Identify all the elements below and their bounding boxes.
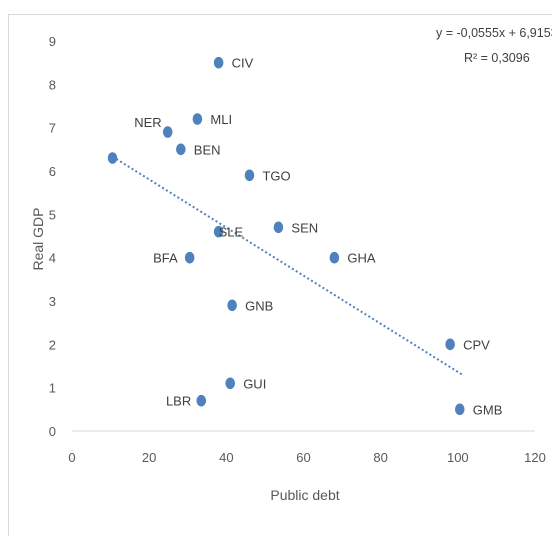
y-tick-label: 2 <box>49 337 56 352</box>
trendline <box>111 155 463 376</box>
y-tick-label: 6 <box>49 164 56 179</box>
x-tick-label: 40 <box>219 450 233 465</box>
y-tick-label: 4 <box>49 251 56 266</box>
x-tick-label: 120 <box>524 450 546 465</box>
point-label-cpv: CPV <box>463 337 490 352</box>
data-point <box>196 394 207 407</box>
data-point <box>176 143 186 156</box>
point-label-lbr: LBR <box>166 394 191 409</box>
x-tick-label: 60 <box>296 450 310 465</box>
y-tick-label: 5 <box>49 207 56 222</box>
x-tick-label: 80 <box>373 450 387 465</box>
data-point <box>273 221 284 234</box>
point-label-ben: BEN <box>194 142 221 157</box>
data-points <box>107 56 465 416</box>
data-point <box>445 338 455 351</box>
data-point <box>107 152 118 164</box>
y-axis-title: Real GDP <box>30 207 46 270</box>
point-label-tgo: TGO <box>262 168 290 183</box>
data-point-labels: NER BEN MLI CIV TGO SLE BFA SEN GHA GNB GUI LBR CPV G… <box>134 56 502 418</box>
point-label-mli: MLI <box>210 112 232 127</box>
point-label-sle: SLE <box>219 225 244 240</box>
point-label-ner: NER <box>134 115 161 130</box>
x-tick-label: 100 <box>447 450 469 465</box>
point-label-bfa: BFA <box>153 251 178 266</box>
trend-equation: y = -0,0555x + 6,9153 <box>436 26 552 40</box>
data-point <box>192 113 203 125</box>
y-tick-label: 0 <box>49 424 56 439</box>
data-point <box>227 299 237 312</box>
x-tick-label: 20 <box>142 450 156 465</box>
y-tick-label: 9 <box>49 34 56 49</box>
y-axis-ticks: 0 1 2 3 4 5 6 7 8 9 <box>49 34 56 439</box>
data-point <box>244 169 255 182</box>
x-tick-label: 0 <box>68 450 75 465</box>
chart-frame <box>8 14 552 536</box>
x-axis-ticks: 0 20 40 60 80 100 120 <box>68 450 545 465</box>
data-point <box>213 56 224 69</box>
point-label-gha: GHA <box>347 251 376 266</box>
y-tick-label: 8 <box>49 77 56 92</box>
data-point <box>454 403 465 416</box>
y-tick-label: 1 <box>49 381 56 396</box>
data-point <box>213 225 224 238</box>
x-axis-title: Public debt <box>270 487 339 503</box>
point-label-sen: SEN <box>291 220 318 235</box>
point-label-gui: GUI <box>243 376 266 391</box>
data-point <box>184 251 195 264</box>
y-tick-label: 7 <box>49 121 56 136</box>
data-point <box>329 251 340 264</box>
point-label-gmb: GMB <box>473 402 503 417</box>
data-point <box>162 126 173 138</box>
r-squared: R² = 0,3096 <box>464 51 530 65</box>
point-label-civ: CIV <box>232 56 254 71</box>
point-label-gnb: GNB <box>245 298 273 313</box>
y-tick-label: 3 <box>49 294 56 309</box>
data-point <box>225 377 235 390</box>
